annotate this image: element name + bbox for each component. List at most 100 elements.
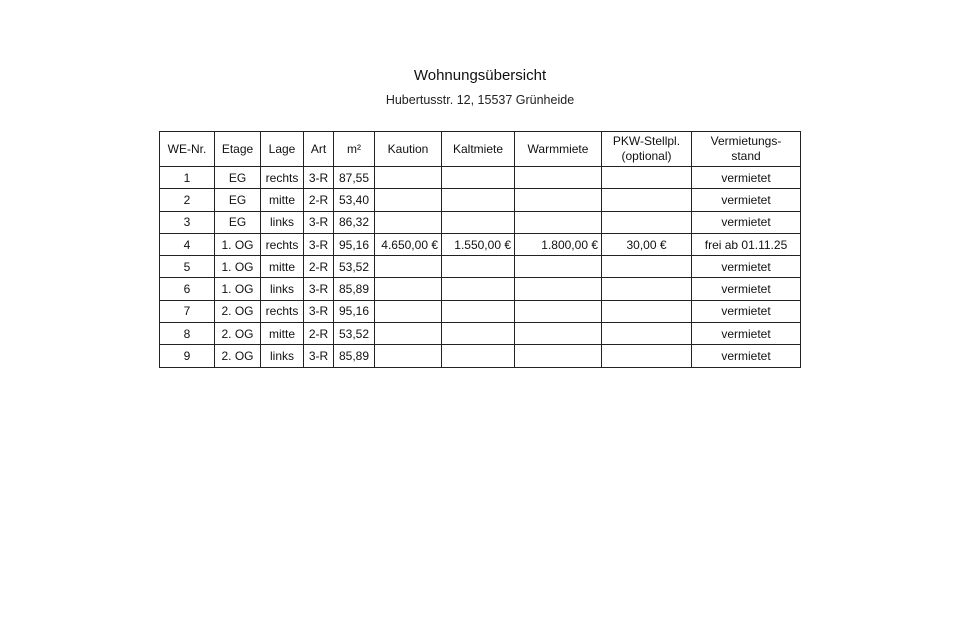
cell-lage: rechts	[260, 232, 304, 257]
cell-art: 2-R	[303, 322, 334, 346]
cell-lage: rechts	[260, 299, 304, 324]
cell-kaltmiete	[441, 344, 515, 368]
table-row: 9 2. OG links 3-R 85,89 vermietet	[159, 344, 801, 368]
cell-kaution	[374, 322, 442, 346]
column-header-kaltmiete: Kaltmiete	[441, 131, 515, 167]
cell-pkw-stellplatz: 30,00 €	[601, 232, 692, 257]
cell-pkw-stellplatz	[601, 210, 692, 234]
cell-art: 3-R	[303, 210, 334, 234]
cell-m2: 53,52	[333, 322, 375, 346]
cell-lage: rechts	[260, 165, 304, 190]
cell-lage: links	[260, 277, 304, 301]
column-header-vermietungsstand: Vermietungs- stand	[691, 131, 801, 167]
cell-pkw-stellplatz	[601, 322, 692, 346]
cell-vermietungsstand: vermietet	[691, 299, 801, 324]
cell-m2: 87,55	[333, 165, 375, 190]
cell-vermietungsstand: vermietet	[691, 344, 801, 368]
column-header-kaution: Kaution	[374, 131, 442, 167]
cell-we-nr: 6	[159, 277, 215, 301]
cell-kaution	[374, 210, 442, 234]
cell-warmmiete	[514, 344, 602, 368]
cell-warmmiete	[514, 299, 602, 324]
cell-lage: mitte	[260, 322, 304, 346]
cell-art: 2-R	[303, 255, 334, 279]
cell-etage: 1. OG	[214, 255, 261, 279]
cell-warmmiete	[514, 188, 602, 212]
column-header-pkw-stellplatz: PKW-Stellpl. (optional)	[601, 131, 692, 167]
cell-art: 3-R	[303, 344, 334, 368]
cell-etage: EG	[214, 188, 261, 212]
cell-vermietungsstand: vermietet	[691, 255, 801, 279]
column-header-we-nr: WE-Nr.	[159, 131, 215, 167]
cell-lage: links	[260, 210, 304, 234]
cell-etage: 1. OG	[214, 277, 261, 301]
cell-etage: 1. OG	[214, 232, 261, 257]
column-header-art: Art	[303, 131, 334, 167]
cell-kaltmiete: 1.550,00 €	[441, 232, 515, 257]
cell-art: 3-R	[303, 232, 334, 257]
cell-m2: 85,89	[333, 344, 375, 368]
cell-kaution	[374, 188, 442, 212]
cell-pkw-stellplatz	[601, 344, 692, 368]
cell-pkw-stellplatz	[601, 255, 692, 279]
cell-vermietungsstand: vermietet	[691, 188, 801, 212]
cell-vermietungsstand: vermietet	[691, 165, 801, 190]
cell-art: 2-R	[303, 188, 334, 212]
cell-pkw-stellplatz	[601, 188, 692, 212]
cell-kaution	[374, 344, 442, 368]
table-row: 5 1. OG mitte 2-R 53,52 vermietet	[159, 255, 801, 279]
cell-m2: 53,40	[333, 188, 375, 212]
cell-kaution	[374, 299, 442, 324]
cell-m2: 85,89	[333, 277, 375, 301]
cell-we-nr: 2	[159, 188, 215, 212]
cell-kaltmiete	[441, 277, 515, 301]
cell-kaltmiete	[441, 322, 515, 346]
cell-warmmiete	[514, 277, 602, 301]
cell-vermietungsstand: vermietet	[691, 277, 801, 301]
cell-kaltmiete	[441, 299, 515, 324]
cell-we-nr: 4	[159, 232, 215, 257]
page-title: Wohnungsübersicht	[413, 67, 547, 84]
cell-warmmiete	[514, 165, 602, 190]
cell-lage: links	[260, 344, 304, 368]
cell-etage: 2. OG	[214, 299, 261, 324]
column-header-lage: Lage	[260, 131, 304, 167]
cell-pkw-stellplatz	[601, 277, 692, 301]
cell-kaution	[374, 255, 442, 279]
cell-lage: mitte	[260, 255, 304, 279]
cell-kaltmiete	[441, 165, 515, 190]
cell-m2: 53,52	[333, 255, 375, 279]
cell-kaution	[374, 165, 442, 190]
cell-warmmiete	[514, 210, 602, 234]
table-row: 4 1. OG rechts 3-R 95,16 4.650,00 €1.550,00 €…	[159, 232, 801, 257]
table-row: 7 2. OG rechts 3-R 95,16 vermietet	[159, 299, 801, 324]
cell-art: 3-R	[303, 299, 334, 324]
table-row: 2 EG mitte 2-R 53,40 vermietet	[159, 188, 801, 212]
cell-warmmiete	[514, 255, 602, 279]
cell-we-nr: 1	[159, 165, 215, 190]
cell-m2: 95,16	[333, 232, 375, 257]
cell-etage: EG	[214, 165, 261, 190]
table-row: 8 2. OG mitte 2-R 53,52 vermietet	[159, 322, 801, 346]
apartment-table: WE-Nr. Etage Lage Art m² Kaution Kaltmiete Warm…	[159, 131, 801, 368]
cell-we-nr: 8	[159, 322, 215, 346]
cell-we-nr: 3	[159, 210, 215, 234]
cell-etage: 2. OG	[214, 322, 261, 346]
table-row: 3 EG links 3-R 86,32 vermietet	[159, 210, 801, 234]
header-row: WE-Nr. Etage Lage Art m² Kaution Kaltmiete Warm…	[159, 131, 801, 167]
cell-vermietungsstand: vermietet	[691, 210, 801, 234]
address-subtitle: Hubertusstr. 12, 15537 Grünheide	[385, 93, 575, 107]
cell-warmmiete: 1.800,00 €	[514, 232, 602, 257]
cell-art: 3-R	[303, 165, 334, 190]
cell-we-nr: 7	[159, 299, 215, 324]
table-row: 1 EG rechts 3-R 87,55 vermietet	[159, 165, 801, 190]
cell-kaution	[374, 277, 442, 301]
table-row: 6 1. OG links 3-R 85,89 vermietet	[159, 277, 801, 301]
cell-warmmiete	[514, 322, 602, 346]
column-header-m2: m²	[333, 131, 375, 167]
cell-etage: EG	[214, 210, 261, 234]
cell-pkw-stellplatz	[601, 165, 692, 190]
cell-kaution: 4.650,00 €	[374, 232, 442, 257]
cell-pkw-stellplatz	[601, 299, 692, 324]
cell-kaltmiete	[441, 210, 515, 234]
